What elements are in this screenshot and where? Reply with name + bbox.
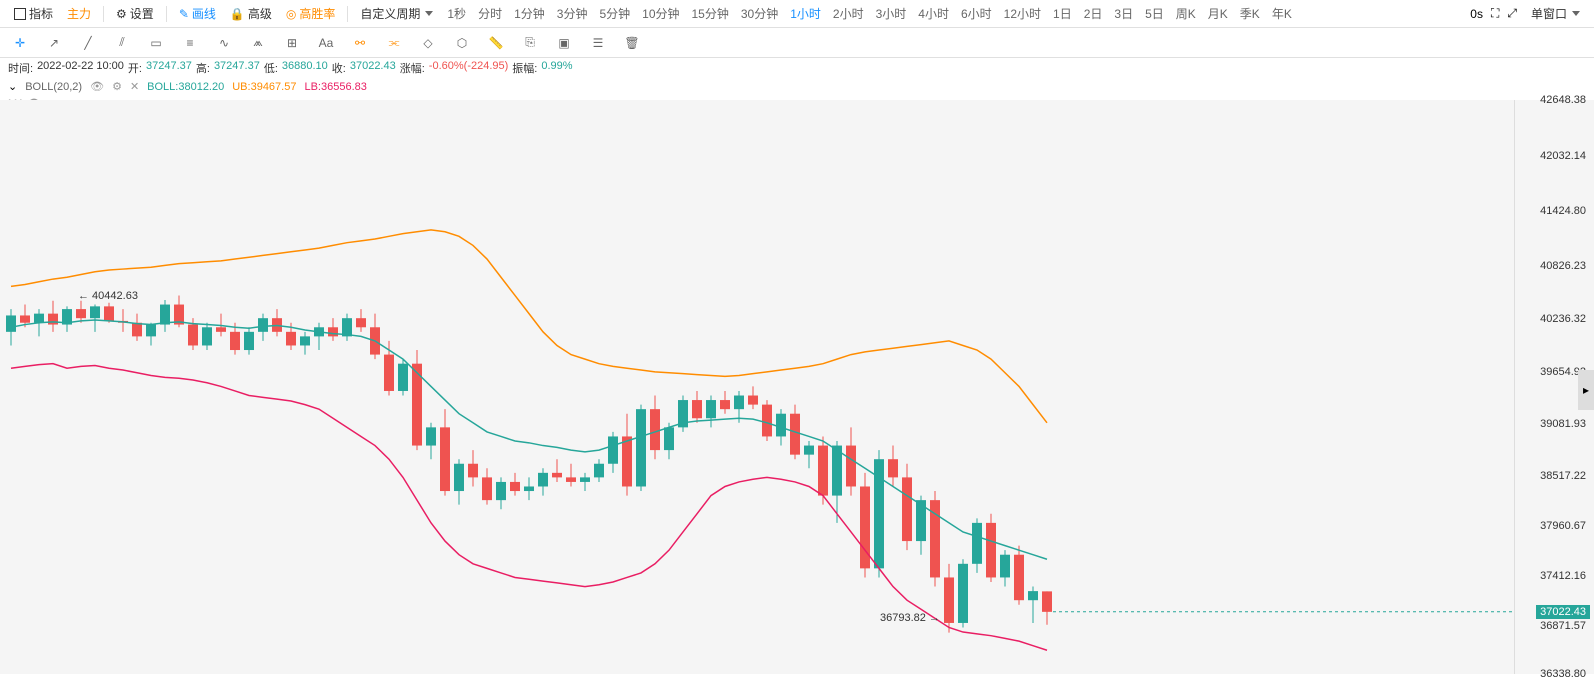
text-tool[interactable]: Aa	[314, 31, 338, 55]
period-2日[interactable]: 2日	[1078, 3, 1109, 24]
period-15分钟[interactable]: 15分钟	[686, 3, 735, 24]
period-分时[interactable]: 分时	[472, 3, 508, 24]
drawing-toolbar: ✛ ↗ ╱ ⫽ ▭ ≡ ∿ ⩕ ⊞ Aa ⚯ ⫘ ◇ ⬡ 📏 ⎘ ▣ ☰ 🗑	[0, 28, 1594, 58]
period-1分钟[interactable]: 1分钟	[508, 3, 551, 24]
ohlc-info-bar: 时间:2022-02-22 10:00 开:37247.37 高:37247.3…	[0, 58, 1594, 78]
window-mode-btn[interactable]: 单窗口	[1525, 3, 1586, 24]
period-5分钟[interactable]: 5分钟	[593, 3, 636, 24]
y-tick-label: 42648.38	[1540, 94, 1586, 106]
period-1秒[interactable]: 1秒	[441, 3, 472, 24]
current-price-tag: 37022.43	[1536, 605, 1590, 619]
arrow-tool[interactable]: ↗	[42, 31, 66, 55]
eye-icon[interactable]: 👁	[90, 80, 104, 93]
lock-icon: 🔒	[230, 7, 245, 21]
period-年K[interactable]: 年K	[1266, 3, 1298, 24]
pencil-icon: ✎	[179, 7, 189, 21]
period-2小时[interactable]: 2小时	[827, 3, 870, 24]
drawline-btn[interactable]: ✎画线	[173, 3, 222, 24]
settings-small-icon[interactable]: ⚙	[112, 80, 122, 93]
low-annotation: 36793.82 →	[880, 612, 940, 624]
main-toolbar: 指标 主力 ⚙设置 ✎画线 🔒高级 ◎高胜率 自定义周期 1秒分时1分钟3分钟5…	[0, 0, 1594, 28]
y-tick-label: 37412.16	[1540, 570, 1586, 582]
y-tick-label: 39081.93	[1540, 418, 1586, 430]
period-10分钟[interactable]: 10分钟	[636, 3, 685, 24]
period-4小时[interactable]: 4小时	[912, 3, 955, 24]
parallel-tool[interactable]: ⫽	[110, 31, 134, 55]
target-icon: ◎	[286, 7, 296, 21]
period-周K[interactable]: 周K	[1170, 3, 1202, 24]
delete-tool[interactable]: 🗑	[620, 31, 644, 55]
y-tick-label: 41424.80	[1540, 205, 1586, 217]
chevron-down-icon	[1572, 11, 1580, 16]
period-6小时[interactable]: 6小时	[955, 3, 998, 24]
indicator-menu[interactable]: 指标	[8, 3, 59, 24]
rect-tool[interactable]: ▭	[144, 31, 168, 55]
period-list: 1秒分时1分钟3分钟5分钟10分钟15分钟30分钟1小时2小时3小时4小时6小时…	[441, 3, 1297, 24]
chain-tool[interactable]: ⫘	[382, 31, 406, 55]
scroll-right-btn[interactable]: ▸	[1578, 370, 1594, 410]
eraser-tool[interactable]: ◇	[416, 31, 440, 55]
period-3小时[interactable]: 3小时	[870, 3, 913, 24]
period-3日[interactable]: 3日	[1108, 3, 1139, 24]
crosshair-tool[interactable]: ✛	[8, 31, 32, 55]
ruler-tool[interactable]: 📏	[484, 31, 508, 55]
period-1小时[interactable]: 1小时	[784, 3, 827, 24]
period-1日[interactable]: 1日	[1047, 3, 1078, 24]
y-tick-label: 40826.23	[1540, 260, 1586, 272]
close-indicator-icon[interactable]: ✕	[130, 80, 139, 93]
period-3分钟[interactable]: 3分钟	[551, 3, 594, 24]
timer-label: 0s	[1470, 7, 1483, 21]
y-tick-label: 40236.32	[1540, 313, 1586, 325]
custom-period-btn[interactable]: 自定义周期	[354, 3, 439, 24]
expand-icon[interactable]: ⤢	[1507, 6, 1517, 21]
period-月K[interactable]: 月K	[1202, 3, 1234, 24]
y-tick-label: 36871.57	[1540, 620, 1586, 632]
period-12小时[interactable]: 12小时	[998, 3, 1047, 24]
y-tick-label: 37960.67	[1540, 520, 1586, 532]
collapse-icon[interactable]: ⌄	[8, 80, 17, 93]
link-tool[interactable]: ⚯	[348, 31, 372, 55]
y-tick-label: 38517.22	[1540, 470, 1586, 482]
chevron-down-icon	[425, 11, 433, 16]
advanced-btn[interactable]: 🔒高级	[224, 3, 278, 24]
settings-btn[interactable]: ⚙设置	[110, 3, 160, 24]
period-5日[interactable]: 5日	[1139, 3, 1170, 24]
pattern-tool[interactable]: ⩕	[246, 31, 270, 55]
wave-tool[interactable]: ∿	[212, 31, 236, 55]
list-tool[interactable]: ☰	[586, 31, 610, 55]
layers-tool[interactable]: ▣	[552, 31, 576, 55]
fullscreen-icon[interactable]: ⛶	[1491, 6, 1499, 21]
position-tool[interactable]: ⊞	[280, 31, 304, 55]
chart-canvas[interactable]: ← 40442.63 36793.82 →	[0, 100, 1514, 674]
winrate-btn[interactable]: ◎高胜率	[280, 3, 342, 24]
copy-tool[interactable]: ⎘	[518, 31, 542, 55]
period-30分钟[interactable]: 30分钟	[735, 3, 784, 24]
y-tick-label: 36338.80	[1540, 668, 1586, 680]
magnet-tool[interactable]: ⬡	[450, 31, 474, 55]
main-force-btn[interactable]: 主力	[61, 3, 97, 24]
y-tick-label: 42032.14	[1540, 150, 1586, 162]
line-tool[interactable]: ╱	[76, 31, 100, 55]
hlines-tool[interactable]: ≡	[178, 31, 202, 55]
indicator-info-bar: ⌄ BOLL(20,2) 👁 ⚙ ✕ BOLL:38012.20 UB:3946…	[0, 78, 1594, 95]
period-季K[interactable]: 季K	[1234, 3, 1266, 24]
gear-icon: ⚙	[116, 7, 127, 21]
high-annotation: ← 40442.63	[78, 290, 138, 302]
